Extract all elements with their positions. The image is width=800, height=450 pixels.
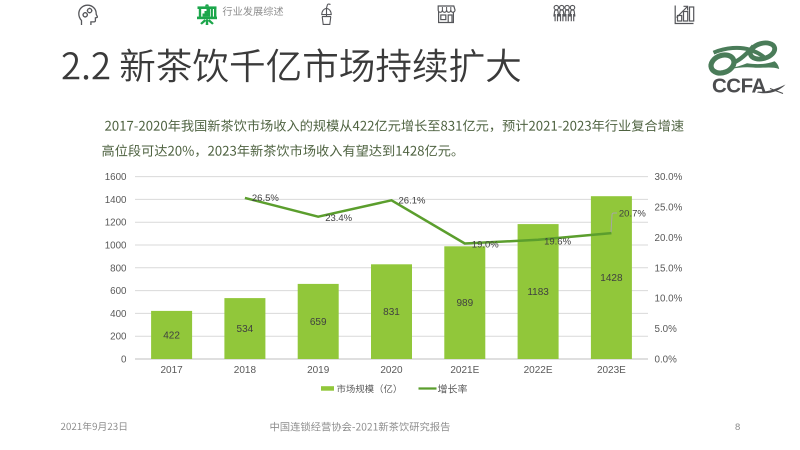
svg-text:23.4%: 23.4% <box>325 213 352 224</box>
svg-text:30.0%: 30.0% <box>655 172 683 183</box>
svg-text:2022E: 2022E <box>524 365 553 376</box>
svg-text:10.0%: 10.0% <box>655 294 683 305</box>
svg-text:15.0%: 15.0% <box>655 263 683 274</box>
svg-text:26.5%: 26.5% <box>252 193 279 204</box>
svg-text:1000: 1000 <box>105 241 127 252</box>
svg-text:422: 422 <box>163 331 180 342</box>
svg-text:1200: 1200 <box>105 218 127 229</box>
svg-text:20.0%: 20.0% <box>655 233 683 244</box>
svg-text:26.1%: 26.1% <box>399 196 426 207</box>
svg-text:2018: 2018 <box>234 365 257 376</box>
svg-text:659: 659 <box>310 317 327 328</box>
svg-text:1400: 1400 <box>105 195 127 206</box>
svg-text:5.0%: 5.0% <box>655 324 678 335</box>
svg-text:2020: 2020 <box>380 365 403 376</box>
svg-text:20.7%: 20.7% <box>619 209 646 220</box>
svg-text:0.0%: 0.0% <box>655 355 678 366</box>
svg-text:8: 8 <box>735 422 740 433</box>
svg-text:600: 600 <box>110 286 127 297</box>
svg-text:19.0%: 19.0% <box>472 240 499 251</box>
svg-text:1428: 1428 <box>600 273 623 284</box>
svg-text:534: 534 <box>237 324 254 335</box>
svg-text:0: 0 <box>121 355 127 366</box>
svg-text:1183: 1183 <box>527 287 549 298</box>
svg-text:800: 800 <box>110 263 127 274</box>
svg-text:200: 200 <box>110 332 127 343</box>
svg-text:2021E: 2021E <box>450 365 479 376</box>
svg-text:25.0%: 25.0% <box>655 203 683 214</box>
svg-text:CCFA: CCFA <box>712 75 767 98</box>
svg-text:2023E: 2023E <box>597 365 626 376</box>
svg-text:989: 989 <box>456 298 473 309</box>
svg-text:2019: 2019 <box>307 365 330 376</box>
svg-text:831: 831 <box>383 307 400 318</box>
svg-text:2017: 2017 <box>160 365 183 376</box>
svg-text:1600: 1600 <box>105 172 127 183</box>
svg-text:400: 400 <box>110 309 127 320</box>
svg-text:19.6%: 19.6% <box>544 236 571 247</box>
